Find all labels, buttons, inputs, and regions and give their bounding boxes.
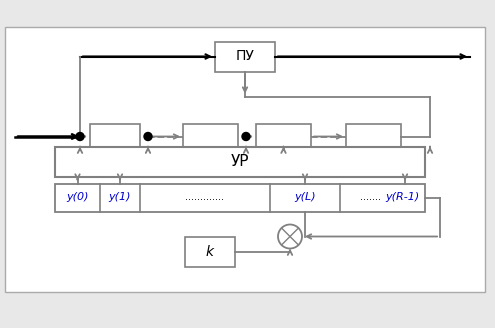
Text: y(L): y(L)	[294, 193, 316, 202]
Bar	[90, 124, 140, 150]
Bar	[215, 42, 275, 72]
Text: y(R-1): y(R-1)	[386, 193, 420, 202]
Text: y(0): y(0)	[66, 193, 89, 202]
Circle shape	[242, 133, 250, 140]
Bar	[256, 124, 311, 150]
Bar	[55, 147, 425, 176]
Bar	[346, 124, 401, 150]
Bar	[183, 124, 238, 150]
Text: .............: .............	[186, 193, 225, 202]
Bar	[5, 27, 485, 292]
Text: y(1): y(1)	[109, 193, 131, 202]
Circle shape	[76, 133, 84, 140]
Bar	[185, 236, 235, 266]
Circle shape	[144, 133, 152, 140]
Text: УР: УР	[231, 154, 249, 169]
Text: k: k	[206, 244, 214, 258]
Bar	[55, 183, 425, 212]
Text: .......: .......	[360, 193, 381, 202]
Circle shape	[278, 224, 302, 249]
Text: ПУ: ПУ	[236, 50, 254, 64]
